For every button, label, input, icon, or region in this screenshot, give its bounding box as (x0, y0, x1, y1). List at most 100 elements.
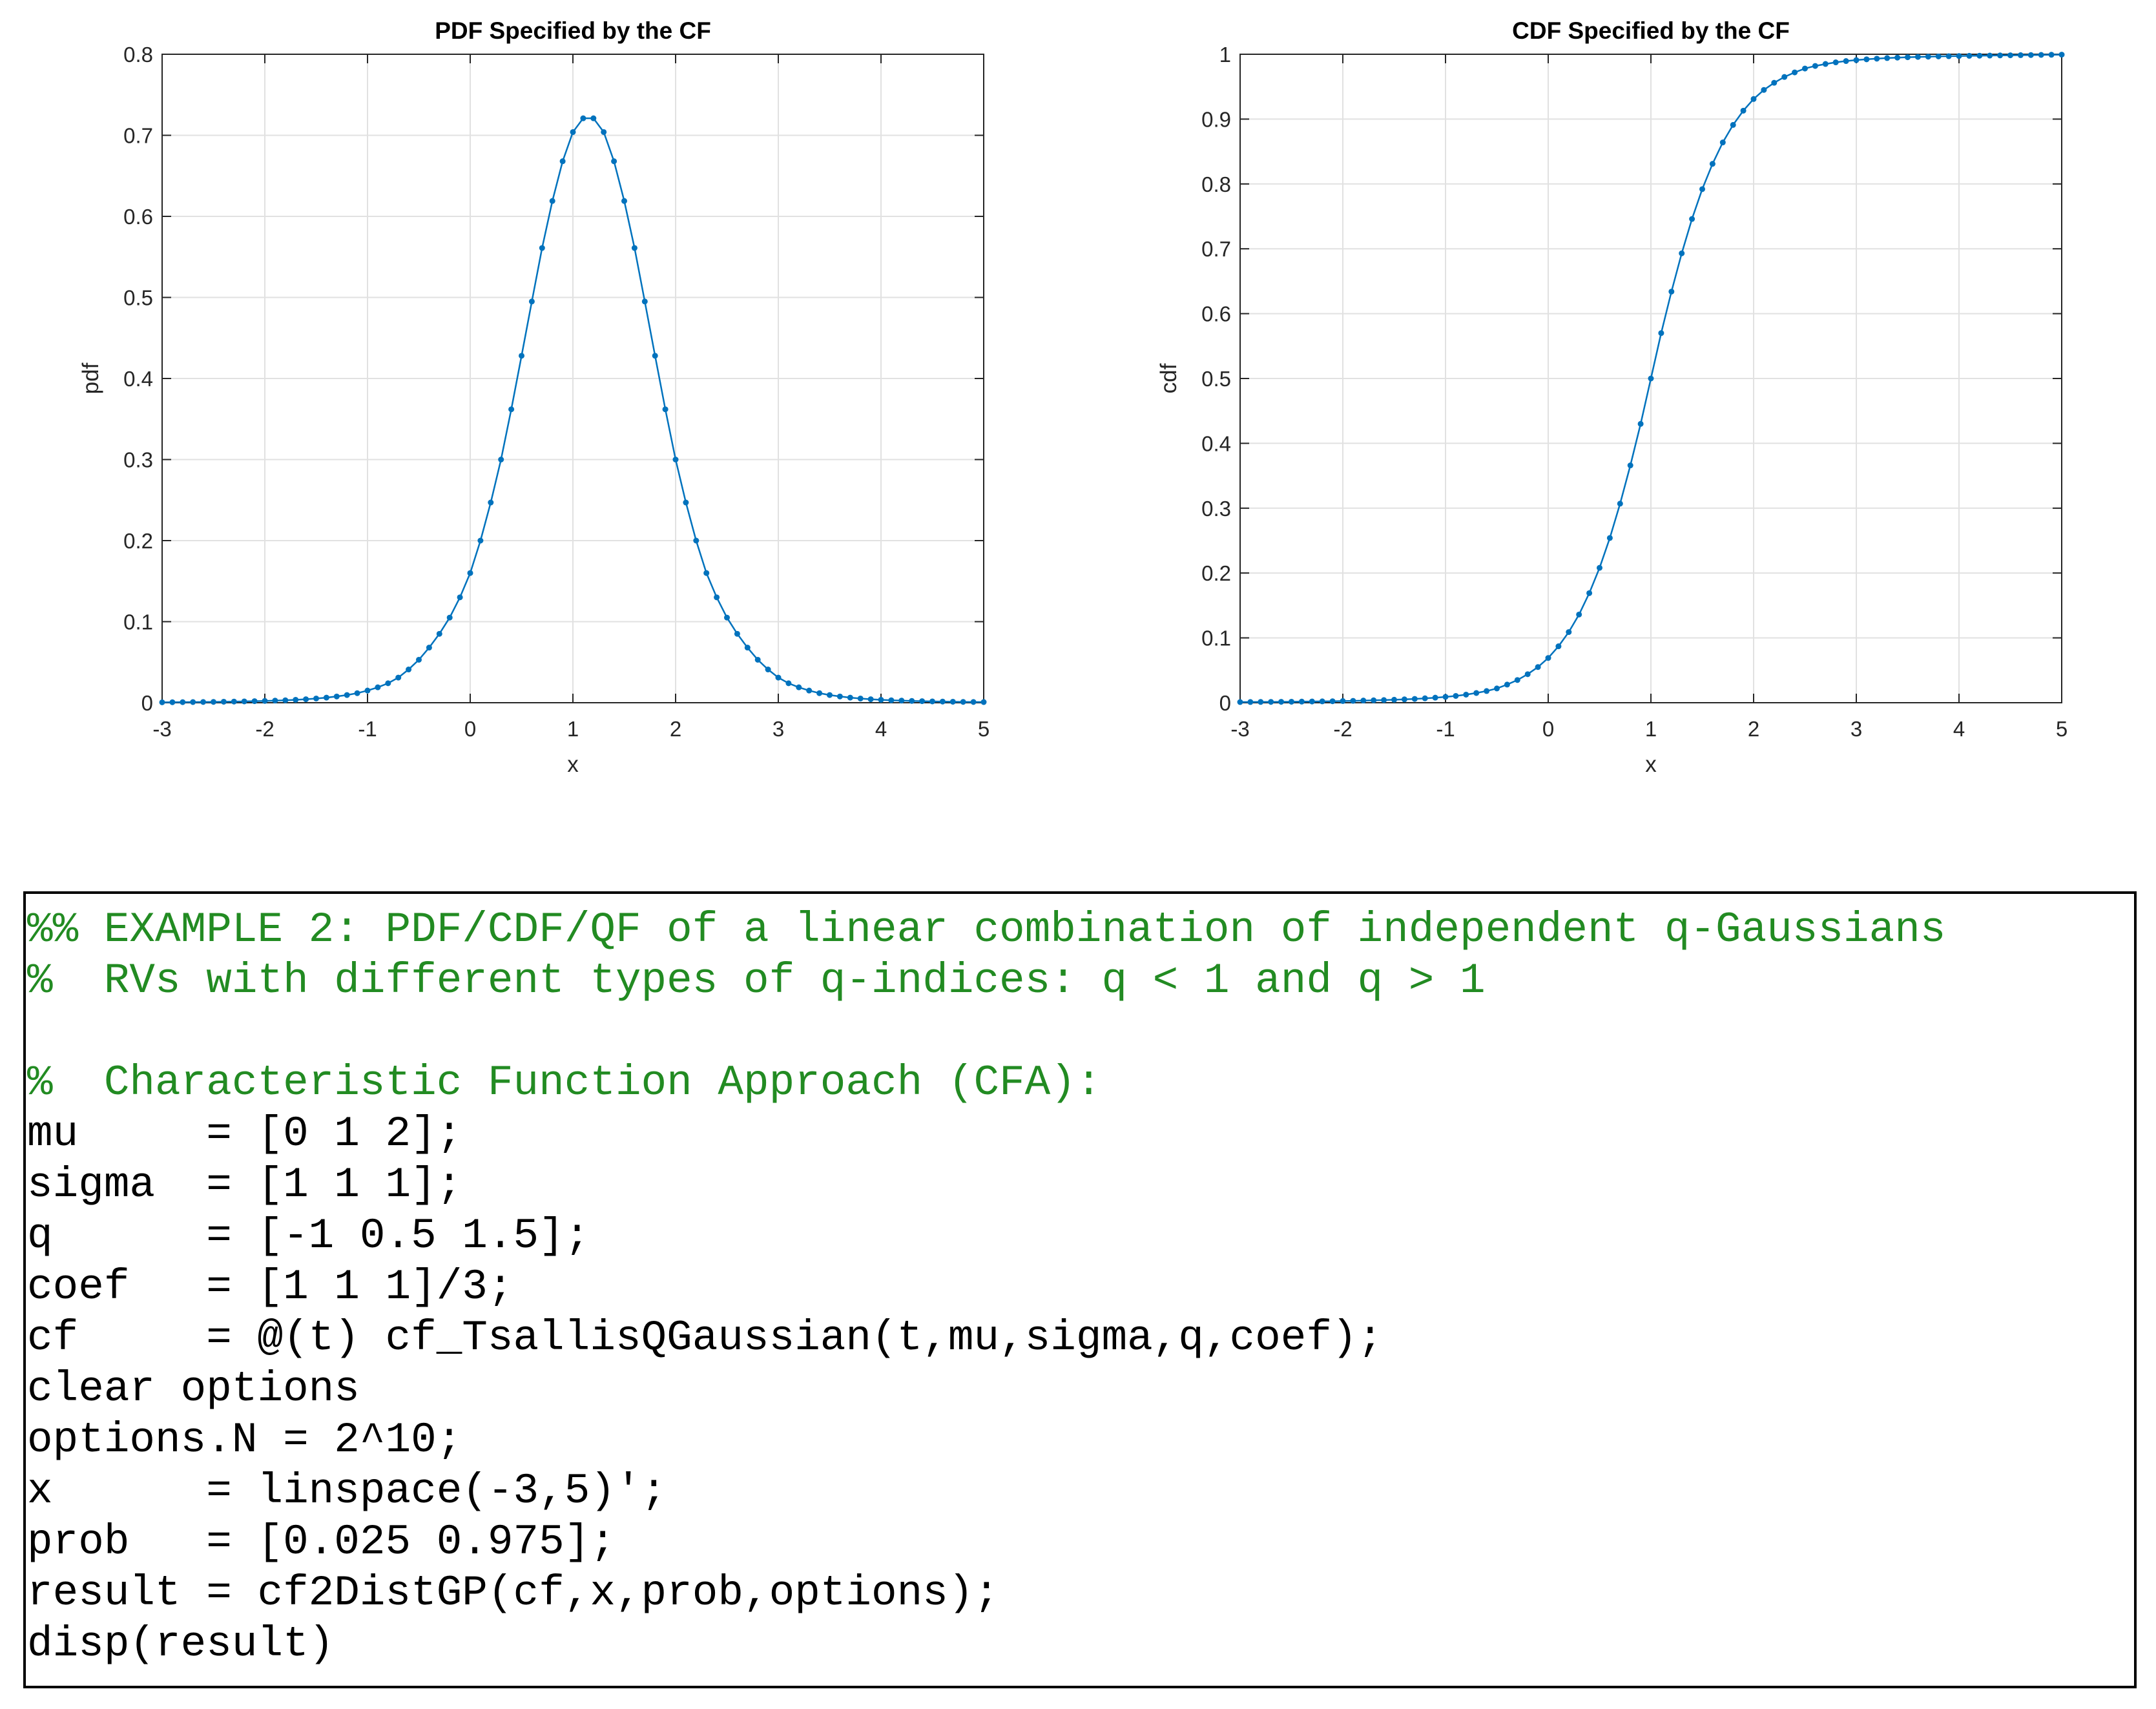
code-line: coef = [1 1 1]/3; (27, 1263, 513, 1311)
data-point (180, 699, 186, 705)
y-tick-label: 1 (1219, 43, 1231, 67)
data-point (898, 698, 905, 704)
data-point (220, 698, 227, 705)
data-point (426, 645, 432, 651)
data-point (570, 129, 576, 135)
data-point (1535, 664, 1541, 670)
data-point (1812, 63, 1818, 69)
x-tick-label: 4 (875, 717, 887, 741)
data-point (549, 198, 555, 204)
data-point (693, 537, 700, 544)
data-point (919, 698, 926, 705)
code-line: options.N = 2^10; (27, 1416, 462, 1464)
data-point (785, 680, 792, 687)
code-line: result = cf2DistGP(cf,x,prob,options); (27, 1569, 1000, 1617)
data-point (867, 696, 874, 703)
data-point (519, 353, 524, 359)
data-point (1545, 655, 1551, 661)
x-tick-label: 5 (2056, 717, 2068, 741)
data-point (1976, 52, 1983, 59)
data-point (1987, 52, 1993, 59)
data-point (775, 674, 782, 681)
code-line: % RVs with different types of q-indices:… (27, 957, 1486, 1005)
data-point (1997, 52, 2004, 59)
y-tick-label: 0.1 (123, 610, 153, 634)
y-tick-label: 0 (1219, 691, 1231, 715)
data-point (1668, 288, 1675, 295)
data-point (1597, 564, 1602, 571)
data-point (836, 693, 843, 699)
data-point (601, 129, 607, 135)
data-point (436, 630, 442, 637)
data-point (559, 158, 566, 165)
data-point (878, 696, 884, 703)
data-point (1925, 54, 1931, 60)
y-tick-label: 0.7 (1201, 237, 1231, 261)
data-point (796, 684, 802, 690)
data-point (1566, 629, 1572, 636)
data-point (1822, 61, 1829, 67)
x-tick-label: -2 (255, 717, 274, 741)
data-point (1422, 695, 1428, 701)
data-point (231, 698, 237, 705)
x-tick-label: -2 (1333, 717, 1352, 741)
data-point (1617, 501, 1623, 507)
data-point (159, 699, 165, 705)
data-point (1289, 698, 1294, 705)
data-point (714, 594, 720, 601)
y-tick-label: 0.7 (123, 124, 153, 148)
x-axis-label: x (567, 752, 579, 777)
y-tick-label: 0.6 (1201, 302, 1231, 326)
data-point (754, 656, 761, 663)
x-tick-label: -3 (1230, 717, 1249, 741)
data-point (1258, 699, 1264, 705)
x-tick-label: 4 (1953, 717, 1965, 741)
data-point (724, 614, 730, 621)
data-point (333, 693, 340, 699)
data-point (1740, 107, 1747, 114)
code-line: sigma = [1 1 1]; (27, 1161, 462, 1209)
y-tick-label: 0.2 (123, 529, 153, 553)
data-point (2007, 52, 2013, 59)
data-point (980, 699, 987, 705)
data-point (457, 594, 463, 601)
data-point (2027, 52, 2034, 58)
code-line: disp(result) (27, 1620, 335, 1668)
data-point (498, 457, 504, 462)
data-point (1761, 87, 1767, 93)
pdf-chart: -3 -2 -1 0 1 2 3 4 5 0 0.1 0.2 0.3 0.4 0.5 0.6 0.7 0.8 PDF… (78, 17, 990, 777)
data-point (303, 696, 309, 703)
x-tick-label: 0 (1542, 717, 1554, 741)
data-point (1411, 696, 1418, 702)
data-point (190, 699, 196, 705)
data-point (313, 695, 319, 701)
y-tick-label: 0.6 (123, 205, 153, 229)
data-point (323, 694, 329, 701)
data-point (1319, 698, 1325, 705)
data-point (1750, 96, 1757, 102)
chart-title: PDF Specified by the CF (435, 17, 711, 44)
data-point (416, 656, 422, 663)
data-point (929, 698, 935, 705)
data-point (1627, 462, 1633, 469)
data-point (641, 298, 648, 305)
data-point (1802, 65, 1808, 72)
x-tick-label: -1 (358, 717, 377, 741)
data-point (477, 537, 484, 544)
x-tick-label: 1 (567, 717, 579, 741)
data-point (683, 499, 689, 506)
data-point (611, 158, 617, 165)
data-point (1371, 697, 1377, 703)
y-tick-label: 0.8 (123, 43, 153, 67)
data-point (1894, 54, 1901, 61)
data-point (1360, 698, 1367, 704)
data-point (949, 698, 956, 705)
data-point (960, 699, 966, 705)
data-point (1473, 690, 1480, 696)
data-point (169, 699, 176, 705)
data-point (282, 697, 289, 703)
data-point (293, 696, 299, 703)
data-point (467, 570, 473, 576)
code-line: % Characteristic Function Approach (CFA)… (27, 1059, 1102, 1107)
chart-title: CDF Specified by the CF (1512, 17, 1790, 44)
